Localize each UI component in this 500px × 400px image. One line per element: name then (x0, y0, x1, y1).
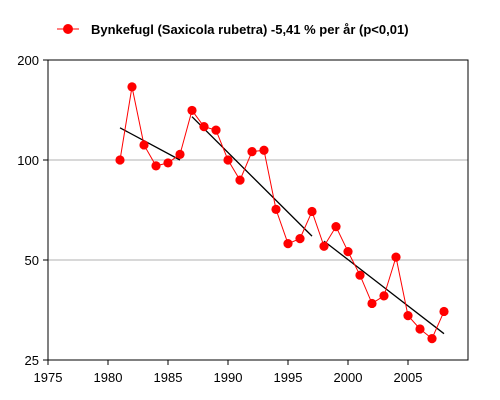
x-tick-label-2000: 2000 (334, 370, 363, 385)
data-point-1997 (307, 206, 317, 217)
y-tick-label-25: 25 (25, 353, 39, 368)
data-point-1988 (199, 122, 209, 132)
grid-lines (48, 159, 468, 261)
data-point-2001 (355, 270, 365, 280)
data-point-1995 (283, 239, 293, 249)
data-point-1993 (259, 145, 269, 155)
data-point-2005 (403, 311, 413, 321)
data-point-1984 (151, 161, 161, 171)
data-point-1999 (331, 222, 341, 232)
trend-line-1 (119, 127, 181, 161)
y-tick-label-200: 200 (17, 53, 39, 68)
axes: 25 50 100 200 1975 1980 1985 1990 1995 2000 2005 (17, 53, 422, 385)
x-tick-label-1985: 1985 (154, 370, 183, 385)
plot-area (47, 59, 469, 361)
data-series (115, 82, 449, 344)
x-tick-label-1995: 1995 (274, 370, 303, 385)
data-point-1986 (175, 149, 185, 159)
trend-line-3 (323, 240, 445, 335)
data-point-2002 (367, 298, 377, 309)
x-tick-label-1980: 1980 (94, 370, 123, 385)
y-tick-label-100: 100 (17, 153, 39, 168)
data-point-1998 (319, 241, 329, 251)
data-point-1983 (139, 140, 149, 150)
data-point-1985 (163, 158, 173, 168)
y-tick-label-50: 50 (25, 253, 39, 268)
data-point-2007 (427, 333, 437, 344)
data-point-1994 (271, 204, 281, 215)
data-point-1992 (247, 146, 257, 157)
data-point-2006 (415, 324, 425, 334)
x-tick-label-1990: 1990 (214, 370, 243, 385)
data-point-1989 (211, 125, 221, 135)
x-tick-label-1975: 1975 (34, 370, 63, 385)
data-point-1981 (115, 155, 125, 165)
data-point-2000 (343, 246, 353, 257)
x-tick-label-2005: 2005 (394, 370, 423, 385)
data-point-2004 (391, 252, 401, 262)
data-point-1987 (187, 105, 197, 116)
data-point-1982 (127, 82, 137, 92)
data-point-2008 (439, 306, 449, 317)
legend: Bynkefugl (Saxicola rubetra) -5,41 % per… (57, 22, 409, 37)
data-point-2003 (379, 291, 389, 301)
trend-lines (119, 116, 445, 335)
trend-line-2 (191, 116, 313, 237)
series-line-1 (119, 86, 445, 340)
legend-label: Bynkefugl (Saxicola rubetra) -5,41 % per… (91, 22, 409, 37)
data-point-1996 (295, 233, 305, 244)
data-point-1991 (235, 175, 245, 185)
legend-marker-swatch (63, 24, 73, 34)
data-point-1990 (223, 155, 233, 165)
